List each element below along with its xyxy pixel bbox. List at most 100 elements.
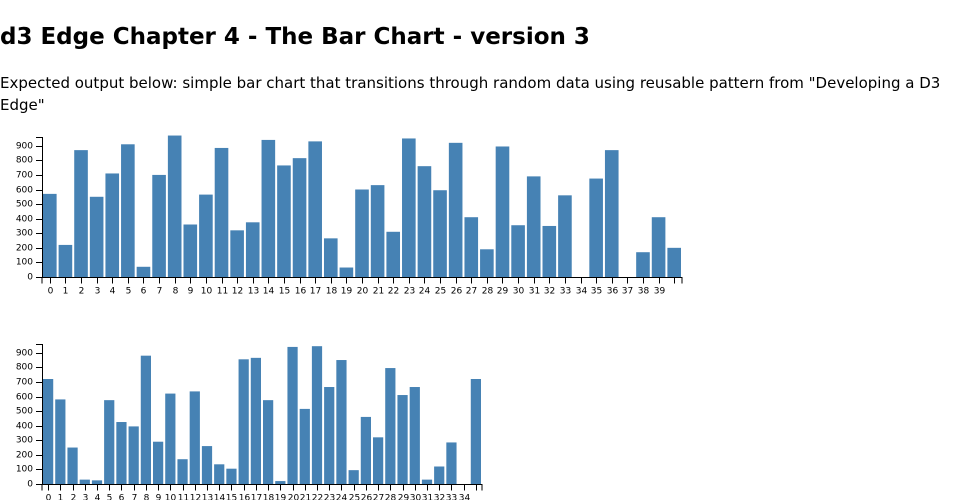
chart1-x-tick: 31 bbox=[529, 277, 540, 297]
chart2-bar-8 bbox=[140, 355, 151, 484]
chart2-x-tick: 15 bbox=[226, 484, 237, 500]
chart2-y-tick: 0 bbox=[27, 480, 42, 490]
chart2-x-tick: 33 bbox=[446, 484, 457, 500]
chart1-bar-38 bbox=[636, 252, 650, 277]
chart1-y-tick-label: 0 bbox=[27, 273, 33, 283]
chart2-x-tick-label: 7 bbox=[132, 494, 138, 500]
chart1-y-tick-label: 200 bbox=[16, 244, 33, 254]
chart2-x-tick: 10 bbox=[165, 484, 176, 500]
chart1-y-tick: 900 bbox=[16, 142, 42, 152]
chart1-x-tick-label: 19 bbox=[341, 287, 353, 297]
chart1-x-tick: 18 bbox=[326, 277, 337, 297]
chart1-x-tick-label: 22 bbox=[388, 287, 399, 297]
page-description: Expected output below: simple bar chart … bbox=[0, 74, 941, 114]
chart1-y-tick: 500 bbox=[16, 200, 42, 210]
chart2-bar-23 bbox=[324, 387, 335, 484]
chart1-x-tick-label: 10 bbox=[201, 287, 213, 297]
chart2-y-tick: 200 bbox=[16, 451, 42, 461]
chart1-x-tick-label: 16 bbox=[295, 287, 307, 297]
chart2-y-tick-label: 900 bbox=[16, 349, 33, 359]
chart2-bar-32 bbox=[434, 466, 445, 484]
chart1-x-tick: 9 bbox=[188, 277, 194, 297]
chart1-y-tick-label: 100 bbox=[16, 258, 33, 268]
chart1-bar-14 bbox=[261, 139, 276, 277]
chart1-x-tick-label: 39 bbox=[654, 287, 666, 297]
chart1-x-tick: 4 bbox=[110, 277, 116, 297]
chart2-x-tick-label: 28 bbox=[385, 494, 397, 500]
chart1-x-tick: 35 bbox=[591, 277, 602, 297]
chart1-bar-33 bbox=[558, 195, 572, 277]
chart1-bar-4 bbox=[105, 173, 120, 277]
chart2-x-tick-label: 9 bbox=[156, 494, 162, 500]
chart1-x-tick: 24 bbox=[419, 277, 430, 297]
chart2-x-tick-label: 1 bbox=[58, 494, 64, 500]
chart2-x-tick-label: 14 bbox=[214, 494, 226, 500]
chart1-x-tick: 20 bbox=[357, 277, 368, 297]
chart2-x-tick: 9 bbox=[156, 484, 162, 500]
chart1-x-tick-label: 34 bbox=[576, 287, 588, 297]
chart1-x-tick: 14 bbox=[263, 277, 274, 297]
chart1-x-tick: 29 bbox=[497, 277, 508, 297]
chart2-x-tick: 28 bbox=[385, 484, 397, 500]
chart2-x-tick: 2 bbox=[71, 484, 77, 500]
chart1-bar-23 bbox=[402, 138, 416, 277]
chart2-x-tick-label: 29 bbox=[398, 494, 410, 500]
chart1-y-tick-label: 300 bbox=[16, 229, 33, 239]
chart2-y-axis-line bbox=[36, 344, 43, 485]
chart1-y-tick-label: 700 bbox=[16, 171, 33, 181]
chart1-x-tick-label: 7 bbox=[157, 287, 163, 297]
chart1-x-tick-label: 27 bbox=[466, 287, 477, 297]
chart1-bar-2 bbox=[74, 150, 88, 278]
chart1-y-tick: 300 bbox=[16, 229, 42, 239]
chart1-y-tick: 100 bbox=[16, 258, 42, 268]
chart1-x-tick-label: 25 bbox=[435, 287, 446, 297]
chart1-y-tick-label: 400 bbox=[16, 215, 33, 225]
chart2-y-tick: 800 bbox=[16, 363, 42, 373]
chart2-y-tick-label: 0 bbox=[27, 480, 33, 490]
chart1-x-tick: 17 bbox=[310, 277, 321, 297]
chart1-bar-26 bbox=[448, 142, 463, 277]
chart1-y-axis: 0 100 200 300 400 500 600 700 800 900 bbox=[16, 137, 43, 283]
chart1-x-tick: 25 bbox=[435, 277, 446, 297]
chart1-bar-10 bbox=[199, 194, 213, 277]
chart1-x-tick: 36 bbox=[607, 277, 618, 297]
chart2-bar-18 bbox=[263, 400, 274, 484]
chart1-y-tick: 800 bbox=[16, 156, 42, 166]
chart1-x-tick: 0 bbox=[48, 277, 54, 297]
chart2-y-tick: 700 bbox=[16, 378, 42, 388]
chart1-x-tick: 21 bbox=[373, 277, 384, 297]
chart1-x-tick: 23 bbox=[404, 277, 415, 297]
chart1-y-tick: 400 bbox=[16, 215, 42, 225]
chart2-bar-25 bbox=[348, 470, 359, 484]
chart2-y-tick: 600 bbox=[16, 393, 42, 403]
chart1-bar-15 bbox=[277, 165, 291, 277]
chart2-x-tick-label: 0 bbox=[46, 494, 52, 500]
chart1-x-tick-label: 21 bbox=[373, 287, 384, 297]
chart1-y-tick-label: 900 bbox=[16, 142, 33, 152]
chart2-x-tick: 29 bbox=[398, 484, 410, 500]
chart2-x-tick: 25 bbox=[349, 484, 360, 500]
chart1-bar-16 bbox=[292, 158, 307, 277]
chart2-bar-14 bbox=[214, 464, 225, 484]
chart1-x-tick-label: 4 bbox=[110, 287, 116, 297]
chart2-x-tick-label: 6 bbox=[119, 494, 125, 500]
chart2-bar-21 bbox=[299, 408, 310, 484]
chart2-x-axis-line bbox=[41, 484, 483, 491]
chart1-bar-17 bbox=[308, 141, 322, 278]
chart1-x-axis: 0 1 2 3 4 5 6 7 8 9 10 11 12 13 14 15 16 17 18 19 20 21 22 23 24… bbox=[41, 277, 683, 297]
chart2-y-tick-label: 300 bbox=[16, 436, 33, 446]
chart2-bar-17 bbox=[250, 357, 261, 484]
chart2-x-tick: 7 bbox=[132, 484, 138, 500]
chart2-x-tick: 17 bbox=[251, 484, 262, 500]
chart2-y-tick-label: 200 bbox=[16, 451, 33, 461]
chart2-x-tick: 27 bbox=[373, 484, 384, 500]
chart2-x-tick-label: 32 bbox=[434, 494, 445, 500]
chart1-bar-3 bbox=[89, 196, 104, 277]
chart1-x-tick: 32 bbox=[544, 277, 555, 297]
chart1-bar-6 bbox=[136, 266, 151, 277]
chart2-x-tick-label: 2 bbox=[71, 494, 77, 500]
chart1-bar-25 bbox=[433, 190, 447, 277]
chart2-x-tick: 13 bbox=[202, 484, 213, 500]
chart2-x-tick: 18 bbox=[263, 484, 274, 500]
